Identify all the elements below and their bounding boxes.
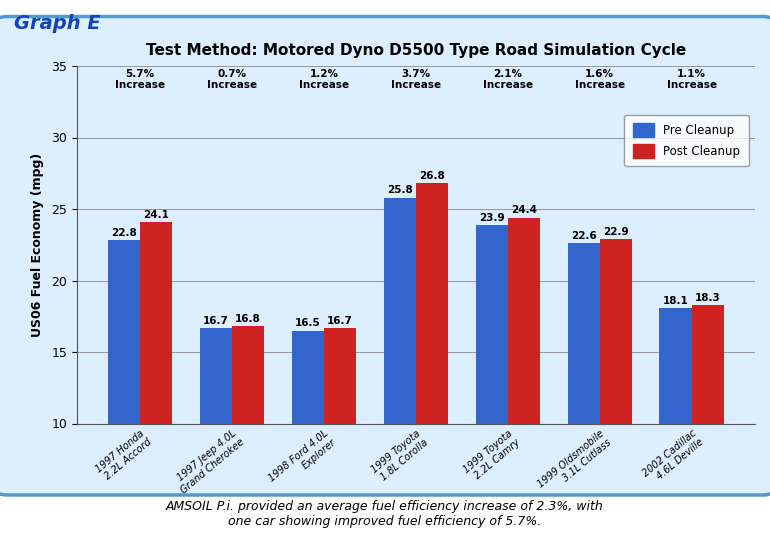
Text: 5.7%
Increase: 5.7% Increase bbox=[115, 69, 165, 90]
Text: 25.8: 25.8 bbox=[387, 185, 413, 195]
Bar bbox=[383, 197, 416, 550]
Bar bbox=[324, 328, 356, 550]
Text: 18.1: 18.1 bbox=[663, 295, 688, 305]
Text: 22.6: 22.6 bbox=[571, 231, 597, 241]
Text: 1.1%
Increase: 1.1% Increase bbox=[667, 69, 717, 90]
Text: 2.1%
Increase: 2.1% Increase bbox=[483, 69, 533, 90]
Text: 0.7%
Increase: 0.7% Increase bbox=[207, 69, 257, 90]
Text: 16.7: 16.7 bbox=[203, 316, 229, 326]
Text: Graph E: Graph E bbox=[14, 14, 101, 33]
Text: AMSOIL P.i. provided an average fuel efficiency increase of 2.3%, with
one car s: AMSOIL P.i. provided an average fuel eff… bbox=[166, 500, 604, 528]
Text: 22.8: 22.8 bbox=[111, 228, 137, 238]
Bar bbox=[199, 328, 232, 550]
Text: 16.5: 16.5 bbox=[295, 318, 320, 328]
Text: 23.9: 23.9 bbox=[479, 213, 504, 223]
Y-axis label: US06 Fuel Economy (mpg): US06 Fuel Economy (mpg) bbox=[32, 152, 45, 337]
Text: 26.8: 26.8 bbox=[419, 171, 445, 181]
Text: 24.1: 24.1 bbox=[143, 210, 169, 219]
Bar bbox=[659, 307, 691, 550]
Bar bbox=[292, 331, 324, 550]
Bar bbox=[507, 218, 540, 550]
Text: 22.9: 22.9 bbox=[603, 227, 628, 237]
Bar bbox=[108, 240, 140, 550]
Text: 16.7: 16.7 bbox=[327, 316, 353, 326]
Text: 1.2%
Increase: 1.2% Increase bbox=[299, 69, 349, 90]
Bar bbox=[232, 326, 264, 550]
Text: 1.6%
Increase: 1.6% Increase bbox=[574, 69, 624, 90]
Legend: Pre Cleanup, Post Cleanup: Pre Cleanup, Post Cleanup bbox=[624, 115, 748, 166]
Bar bbox=[691, 305, 724, 550]
Text: 16.8: 16.8 bbox=[235, 314, 261, 324]
Text: 18.3: 18.3 bbox=[695, 293, 721, 303]
Bar bbox=[600, 239, 632, 550]
Bar bbox=[476, 225, 507, 550]
Bar bbox=[416, 183, 448, 550]
Text: 3.7%
Increase: 3.7% Increase bbox=[390, 69, 441, 90]
Title: Test Method: Motored Dyno D5500 Type Road Simulation Cycle: Test Method: Motored Dyno D5500 Type Roa… bbox=[146, 43, 686, 58]
Bar bbox=[567, 243, 600, 550]
Bar bbox=[140, 222, 172, 550]
Text: 24.4: 24.4 bbox=[511, 206, 537, 216]
